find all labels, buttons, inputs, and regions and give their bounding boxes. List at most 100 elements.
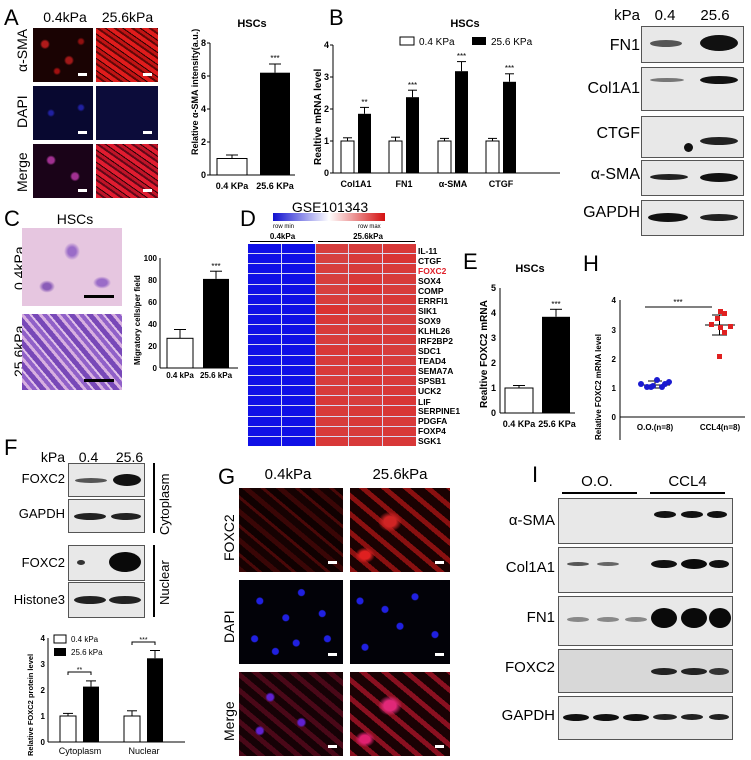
svg-text:***: ***	[673, 298, 682, 307]
svg-text:1: 1	[612, 384, 617, 393]
chart-title: HSCs	[237, 18, 266, 30]
b-blot-asma	[641, 160, 744, 196]
f-blot-lane-1: 25.6	[115, 449, 144, 465]
svg-text:0.4 kPa: 0.4 kPa	[166, 371, 194, 380]
a-sma-low-image	[33, 28, 93, 82]
i-blot-label-foxc2: FOXC2	[504, 659, 555, 676]
svg-text:0: 0	[41, 738, 46, 747]
heatmap-row-label: ERRFI1	[418, 296, 449, 306]
svg-text:4: 4	[491, 308, 496, 318]
heatmap-cell	[383, 274, 416, 284]
heatmap-cell	[281, 325, 315, 335]
heatmap-row-label: TEAD4	[418, 356, 446, 366]
heatmap-cell	[349, 426, 383, 436]
svg-text:25.6 KPa: 25.6 KPa	[256, 181, 295, 191]
panel-g-row-2: Merge	[221, 701, 237, 741]
panel-h-scatter-chart: Relative FOXC2 mRNA level 4 3 2 1 0 *** …	[594, 296, 745, 440]
svg-text:3: 3	[324, 72, 329, 82]
g-foxc2-low-image	[239, 488, 343, 572]
heatmap-cell	[383, 396, 416, 406]
panel-a-bar-chart: HSCs Relative α-SMA intensity(a.u.) 0 2 …	[190, 18, 295, 191]
heatmap-cell	[315, 264, 349, 274]
b-blot-gapdh	[641, 200, 744, 236]
y-axis-label: Relative α-SMA intensity(a.u.)	[190, 29, 200, 155]
svg-text:2: 2	[491, 358, 496, 368]
i-blot-asma	[558, 498, 733, 544]
heatmap-cell	[315, 335, 349, 345]
i-blot-foxc2	[558, 649, 733, 693]
heatmap-cell	[349, 325, 383, 335]
svg-text:0: 0	[612, 413, 617, 422]
heatmap-cell	[349, 274, 383, 284]
heatmap-cell	[281, 345, 315, 355]
panel-c-bar-chart: Migratory cells/per field 0 20 40 60 80 …	[133, 254, 238, 380]
heatmap-row-label: LIF	[418, 397, 431, 407]
svg-text:0.4 KPa: 0.4 KPa	[216, 181, 250, 191]
g-dapi-high-image	[350, 580, 450, 664]
heatmap-cell	[349, 345, 383, 355]
i-group-0: O.O.	[581, 473, 613, 490]
heatmap-cell	[281, 436, 315, 446]
heatmap-cell	[281, 304, 315, 315]
heatmap-row-label: SIK1	[418, 306, 437, 316]
svg-text:40: 40	[148, 320, 157, 329]
svg-text:Cytoplasm: Cytoplasm	[59, 746, 102, 756]
i-blot-label-gapdh: GAPDH	[501, 707, 555, 724]
panel-a-col-1: 25.6kPa	[101, 9, 154, 25]
heatmap-cell	[281, 254, 315, 264]
svg-text:0: 0	[491, 408, 496, 418]
heatmap-cell	[248, 274, 281, 284]
heatmap-cell	[349, 355, 383, 365]
heatmap-cell	[248, 355, 281, 365]
heatmap-row-label: SEMA7A	[418, 366, 454, 376]
heatmap-cell	[383, 355, 416, 365]
heatmap-cell	[281, 284, 315, 294]
heatmap-cell	[383, 345, 416, 355]
heatmap-row-label: IRF2BP2	[418, 336, 453, 346]
panel-f-bar-chart: Relative FOXC2 protein level 0 1 2 3 4 0…	[26, 634, 185, 756]
panel-a-row-1: DAPI	[14, 95, 30, 128]
svg-text:3: 3	[491, 333, 496, 343]
svg-text:0.4 KPa: 0.4 KPa	[503, 419, 537, 429]
heatmap-row-label: PDGFA	[418, 416, 448, 426]
svg-text:0: 0	[324, 168, 329, 178]
b-blot-label-fn1: FN1	[609, 37, 640, 54]
heatmap-cell	[248, 335, 281, 345]
panel-f-letter: F	[4, 435, 18, 460]
b-blot-label-asma: α-SMA	[590, 166, 640, 183]
heatmap-cell	[281, 244, 315, 254]
svg-text:0.4 KPa: 0.4 KPa	[419, 37, 455, 48]
heatmap-cell	[248, 365, 281, 375]
svg-text:0: 0	[153, 364, 158, 373]
svg-text:***: ***	[408, 81, 417, 90]
a-merge-high-image	[96, 144, 158, 198]
svg-text:60: 60	[148, 298, 157, 307]
a-dapi-high-image	[96, 86, 158, 140]
heatmap-row-label: COMP	[418, 286, 444, 296]
f-blot-lane-0: 0.4	[78, 449, 99, 465]
svg-text:80: 80	[148, 276, 157, 285]
heatmap-cell	[315, 375, 349, 386]
heatmap-cell	[315, 396, 349, 406]
svg-text:HSCs: HSCs	[450, 18, 479, 30]
a-sma-high-image	[96, 28, 158, 82]
heatmap-cell	[281, 426, 315, 436]
svg-text:4: 4	[201, 104, 206, 114]
f-blot-label-foxc2-nuc: FOXC2	[21, 555, 65, 570]
heatmap-group-1: 25.6kPa	[353, 232, 383, 241]
heatmap-cell	[315, 406, 349, 416]
svg-text:4: 4	[41, 634, 46, 643]
heatmap-row-label: SOX9	[418, 316, 441, 326]
svg-text:2: 2	[41, 686, 46, 695]
a-merge-low-image	[33, 144, 93, 198]
svg-text:***: ***	[505, 64, 514, 73]
b-blot-unit: kPa	[614, 7, 640, 24]
svg-text:25.6 KPa: 25.6 KPa	[491, 37, 533, 48]
svg-text:O.O.(n=8): O.O.(n=8)	[637, 423, 674, 432]
b-blot-ctgf	[641, 116, 744, 158]
svg-text:6: 6	[201, 71, 206, 81]
heatmap-cell	[349, 315, 383, 325]
i-blot-label-col1a1: Col1A1	[505, 559, 555, 576]
heatmap-cell	[315, 355, 349, 365]
scale-min-label: row min	[273, 224, 295, 230]
